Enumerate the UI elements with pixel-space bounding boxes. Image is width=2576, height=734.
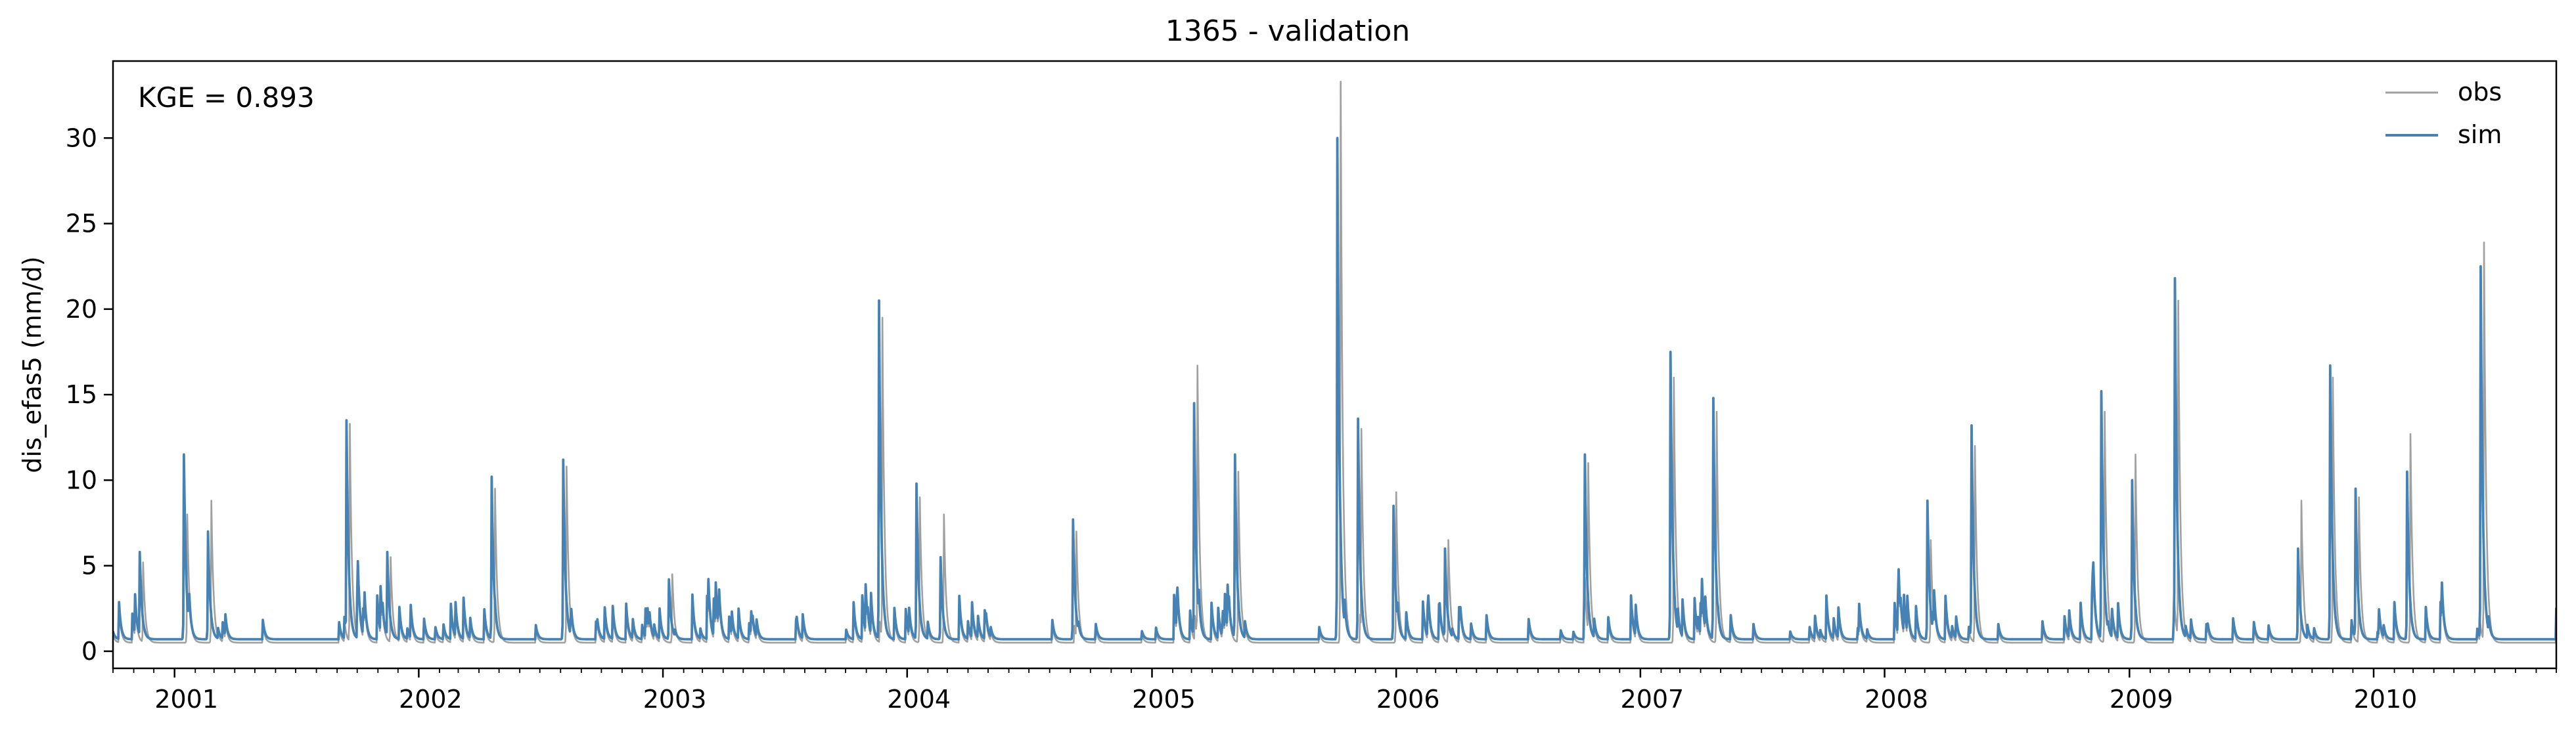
x-tick-label: 2002 xyxy=(399,685,463,714)
x-tick-label: 2009 xyxy=(2110,685,2173,714)
sim-line xyxy=(113,137,2556,641)
x-tick-label: 2010 xyxy=(2354,685,2418,714)
x-tick-label: 2004 xyxy=(887,685,951,714)
x-tick-label: 2005 xyxy=(1132,685,1196,714)
y-axis-label: dis_efas5 (mm/d) xyxy=(18,256,47,473)
chart-title: 1365 - validation xyxy=(1165,14,1410,48)
y-tick-label: 15 xyxy=(66,380,97,409)
y-tick-label: 25 xyxy=(66,209,97,238)
sim-series xyxy=(113,137,2556,641)
legend-sim-label: sim xyxy=(2458,120,2502,149)
plot-frame xyxy=(112,60,2558,670)
x-tick-label: 2007 xyxy=(1621,685,1684,714)
x-tick-label: 2001 xyxy=(154,685,218,714)
kge-annotation: KGE = 0.893 xyxy=(138,81,315,114)
y-tick-label: 20 xyxy=(66,295,97,324)
x-tick-label: 2008 xyxy=(1864,685,1928,714)
obs-line xyxy=(113,81,2556,644)
legend-obs-label: obs xyxy=(2458,77,2502,106)
y-tick-label: 0 xyxy=(81,637,97,666)
x-axis: 2001 2002 2003 2004 2005 2006 2007 2008 2009 2010 xyxy=(112,668,2557,714)
legend: obs sim xyxy=(2385,77,2502,149)
y-axis: 0 5 10 15 20 25 30 xyxy=(66,123,113,666)
y-tick-label: 5 xyxy=(81,551,97,580)
x-tick-label: 2006 xyxy=(1376,685,1440,714)
y-tick-label: 10 xyxy=(66,465,97,494)
y-tick-label: 30 xyxy=(66,123,97,152)
obs-series xyxy=(113,81,2556,644)
x-tick-label: 2003 xyxy=(643,685,707,714)
